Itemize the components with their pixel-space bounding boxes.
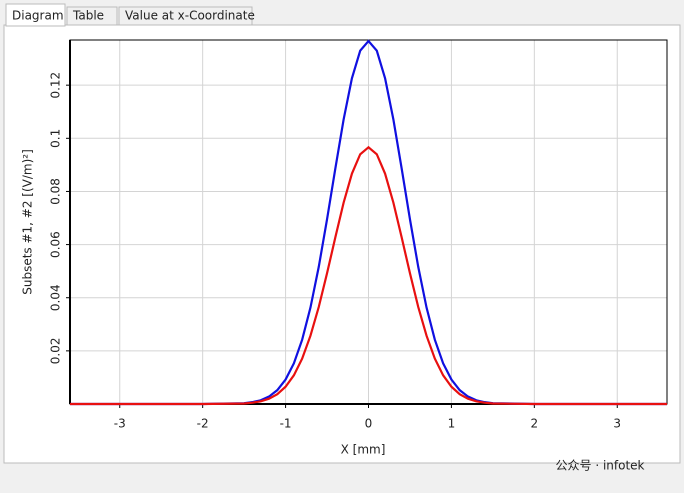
x-tick-label: 2 [531, 417, 539, 431]
series-line [70, 39, 667, 406]
y-tick-label: 0.12 [49, 72, 63, 99]
x-tick-label: 1 [448, 417, 456, 431]
y-tick-label: 0.08 [49, 178, 63, 205]
x-tick-label: 3 [613, 417, 621, 431]
tab[interactable] [5, 3, 66, 27]
x-tick-label: -2 [197, 417, 209, 431]
tab[interactable] [66, 6, 118, 26]
x-tick-label: -3 [114, 417, 126, 431]
series-line [70, 145, 667, 406]
y-tick-label: 0.04 [49, 284, 63, 311]
y-tick-label: 0.02 [49, 338, 63, 365]
tab-label[interactable]: Diagram [12, 9, 64, 23]
x-tick-label: 0 [365, 417, 373, 431]
y-tick-label: 0.1 [49, 129, 63, 148]
y-tick-label: 0.06 [49, 231, 63, 258]
tab-label[interactable]: Value at x-Coordinate [125, 9, 255, 23]
watermark: 公众号 · infotek [556, 459, 645, 473]
tab-label[interactable]: Table [72, 9, 104, 23]
tab[interactable] [118, 6, 253, 26]
x-tick-label: -1 [280, 417, 292, 431]
y-axis-label: Subsets #1, #2 [(V/m)²] [21, 149, 35, 295]
x-axis-label: X [mm] [341, 443, 386, 457]
